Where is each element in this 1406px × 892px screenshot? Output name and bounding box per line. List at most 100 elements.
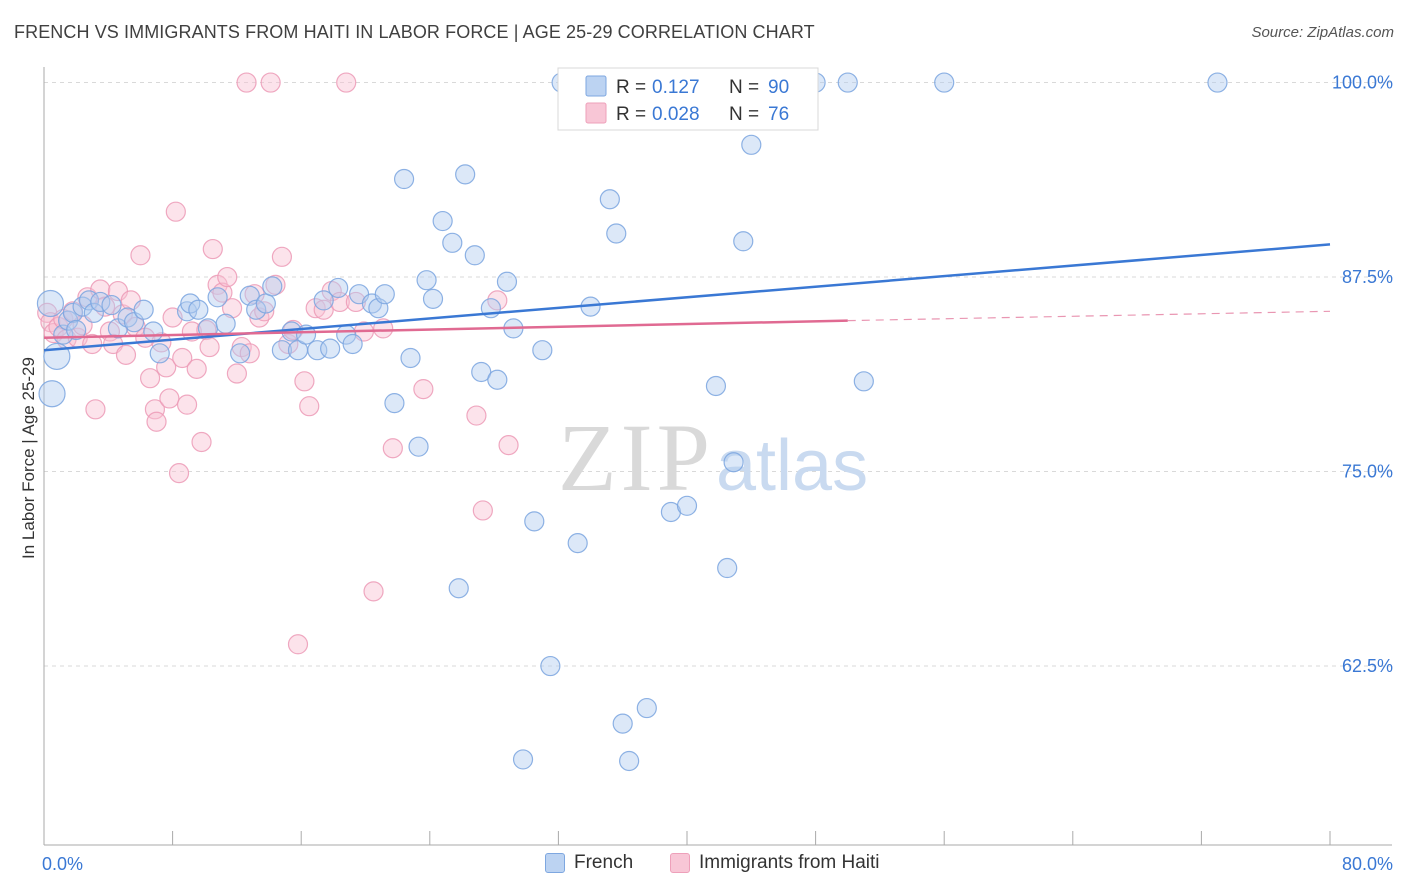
- haiti-point: [472, 500, 493, 521]
- legend-n-label-haiti: N =: [729, 104, 759, 125]
- haiti-point: [260, 72, 281, 93]
- stats-legend: R = 0.127 N = 90 R = 0.028 N = 76: [557, 67, 819, 131]
- haiti-point: [498, 435, 519, 456]
- legend-r-label-french: R =: [616, 77, 646, 98]
- french-point: [496, 271, 518, 292]
- french-point: [853, 371, 874, 392]
- french-point: [599, 189, 620, 210]
- french-point: [416, 270, 437, 291]
- french-point: [207, 287, 228, 308]
- french-point: [374, 284, 395, 305]
- french-point: [422, 288, 444, 309]
- y-tick-label: 75.0%: [1342, 462, 1393, 482]
- haiti-point: [139, 368, 161, 389]
- haiti-point: [236, 72, 257, 93]
- french-point: [619, 750, 640, 772]
- french-point: [442, 232, 463, 253]
- french-point: [320, 338, 341, 359]
- legend-n-label-french: N =: [729, 77, 759, 98]
- french-point: [540, 655, 561, 677]
- french-point: [307, 340, 328, 361]
- french-point: [733, 231, 754, 252]
- french-point: [432, 210, 453, 232]
- y-tick-label: 62.5%: [1342, 656, 1393, 676]
- watermark: ZIP atlas: [558, 404, 868, 511]
- french-point: [230, 343, 251, 364]
- haiti-point: [199, 336, 220, 358]
- french-point: [636, 697, 657, 719]
- trend-lines: [43, 243, 1331, 352]
- french-point: [612, 713, 633, 734]
- haiti-point: [191, 431, 212, 453]
- french-point: [62, 302, 84, 323]
- legend-r-value-french: 0.127: [652, 77, 700, 98]
- source-label: Source: ZipAtlas.com: [1251, 24, 1394, 41]
- haiti-point: [165, 201, 186, 222]
- french-point: [837, 72, 858, 93]
- haiti-point: [221, 298, 243, 319]
- legend-n-value-french: 90: [768, 77, 789, 98]
- trend-line-haiti: [43, 319, 848, 339]
- french-point: [255, 293, 276, 314]
- french-point: [101, 294, 122, 316]
- haiti-point: [77, 287, 98, 308]
- haiti-point: [146, 411, 167, 432]
- haiti-point: [287, 634, 309, 655]
- legend-swatch-french: [585, 75, 607, 97]
- haiti-point: [130, 245, 151, 266]
- haiti-point: [254, 301, 275, 322]
- french-point: [723, 452, 744, 473]
- y-tick-label: 100.0%: [1332, 73, 1393, 93]
- french-point: [512, 749, 534, 770]
- french-point: [934, 72, 955, 93]
- french-point: [471, 361, 492, 383]
- haiti-point: [181, 321, 202, 342]
- french-point: [215, 313, 236, 334]
- y-tick-label: 87.5%: [1342, 267, 1393, 287]
- french-point: [83, 302, 104, 323]
- haiti-point: [176, 394, 198, 415]
- legend-n-value-haiti: 76: [768, 104, 789, 125]
- haiti-point: [217, 266, 238, 288]
- french-point: [133, 299, 154, 320]
- y-tick-labels: 62.5% 75.0% 87.5% 100.0%: [1332, 73, 1393, 677]
- haiti-point: [168, 463, 190, 484]
- axes: [43, 67, 1392, 846]
- french-point: [448, 578, 469, 599]
- haiti-point: [82, 333, 103, 355]
- legend-swatch-haiti-bottom: [670, 853, 690, 873]
- haiti-point: [186, 358, 207, 379]
- legend-item-haiti[interactable]: Immigrants from Haiti: [670, 852, 880, 874]
- series-french-points: [36, 72, 1228, 772]
- french-point: [487, 369, 508, 390]
- y-axis-label: In Labor Force | Age 25-29: [19, 357, 38, 559]
- french-point: [524, 511, 545, 532]
- haiti-point: [159, 388, 180, 409]
- haiti-point: [413, 378, 434, 400]
- french-point: [149, 343, 170, 364]
- haiti-point: [294, 371, 315, 392]
- haiti-point: [226, 363, 247, 384]
- legend-item-french[interactable]: French: [545, 852, 633, 874]
- haiti-point: [172, 347, 193, 369]
- french-point: [384, 392, 405, 414]
- french-point: [393, 168, 415, 190]
- french-point: [90, 291, 111, 313]
- french-point: [38, 380, 66, 408]
- legend-r-value-haiti: 0.028: [652, 104, 700, 125]
- french-point: [455, 164, 476, 185]
- x-tick-label: 0.0%: [42, 854, 83, 874]
- legend-label-haiti: Immigrants from Haiti: [699, 852, 880, 873]
- haiti-point: [305, 298, 326, 319]
- french-point: [400, 347, 421, 369]
- haiti-point: [85, 399, 106, 420]
- french-point: [180, 293, 201, 314]
- french-point: [676, 495, 698, 516]
- chart-title: FRENCH VS IMMIGRANTS FROM HAITI IN LABOR…: [14, 22, 815, 42]
- french-point: [741, 134, 762, 155]
- legend-swatch-haiti: [585, 102, 607, 124]
- x-tick-label: 80.0%: [1342, 854, 1393, 874]
- french-point: [606, 223, 627, 244]
- french-point: [328, 277, 349, 299]
